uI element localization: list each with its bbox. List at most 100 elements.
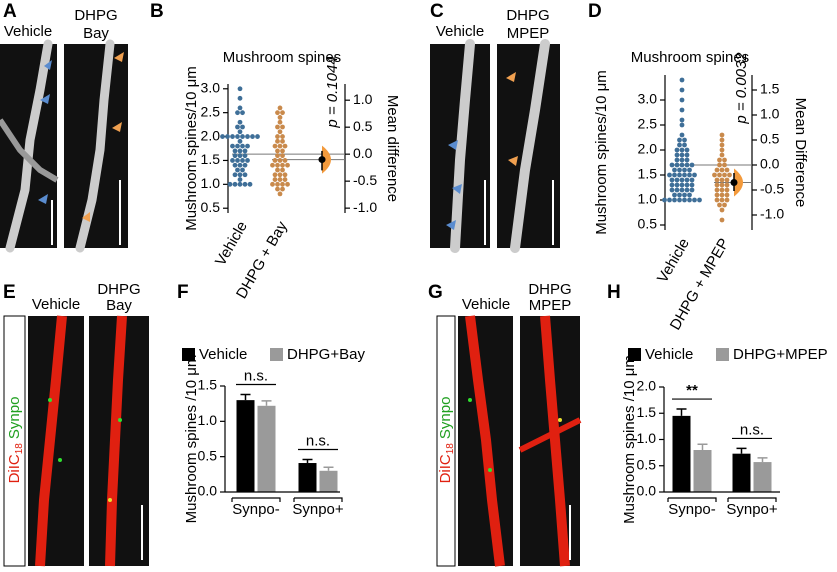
data-point (674, 177, 680, 183)
data-point (277, 177, 283, 182)
category-bracket (667, 497, 717, 502)
data-point (282, 143, 288, 149)
data-point (275, 138, 280, 144)
legend-label: Vehicle (199, 346, 247, 363)
stain-label: DiIC18 Synpo (6, 397, 25, 484)
panel-letter: F (177, 282, 189, 303)
data-point (724, 197, 730, 203)
category-bracket (231, 497, 281, 502)
data-point (684, 187, 690, 193)
data-point (242, 153, 248, 159)
data-point (674, 182, 680, 188)
panel-letter: G (428, 282, 443, 303)
data-point (272, 172, 278, 178)
data-point (719, 197, 725, 203)
data-point (722, 202, 727, 208)
y-tick-label: 2.0 (638, 141, 658, 157)
data-point (235, 124, 240, 130)
y2-tick-label: 1.0 (760, 106, 780, 122)
data-point (679, 117, 685, 123)
data-point (684, 157, 690, 163)
data-point (684, 152, 690, 158)
data-point (275, 124, 280, 130)
image-label: Bay (83, 25, 109, 42)
y-tick-label: 3.0 (201, 79, 221, 95)
data-point (714, 177, 720, 183)
data-point (280, 181, 285, 187)
data-point (727, 172, 732, 178)
data-point (689, 187, 695, 193)
bar (732, 453, 751, 492)
micrograph-g (436, 315, 582, 567)
data-point (237, 181, 243, 187)
data-point (237, 86, 243, 92)
data-point (722, 162, 727, 168)
data-point (684, 182, 690, 188)
data-point (280, 162, 285, 168)
data-point (275, 110, 280, 116)
y2-tick-label: 0.0 (353, 145, 373, 161)
y-tick-label: 1.0 (201, 175, 221, 191)
mean-difference (318, 156, 326, 164)
data-point (277, 115, 283, 120)
stain-subscript: 18 (14, 443, 25, 455)
data-point (240, 110, 245, 116)
data-point (280, 186, 285, 192)
legend-label: Vehicle (645, 346, 693, 363)
data-point (232, 148, 238, 154)
data-point (240, 167, 245, 173)
data-point (724, 187, 730, 193)
data-point (682, 172, 687, 178)
data-point (717, 157, 722, 163)
image-label: DHPG (528, 281, 571, 298)
data-point (277, 191, 283, 197)
data-point (679, 132, 685, 138)
data-point (719, 177, 725, 183)
data-point (722, 172, 727, 178)
y-axis-label: Mushroom spines/10 μm (593, 70, 610, 235)
data-point (684, 162, 690, 168)
data-point (669, 182, 675, 188)
bootstrap-distribution (734, 168, 743, 197)
y2-axis-label: Mean difference (384, 95, 401, 202)
significance-label: ** (686, 382, 698, 399)
data-point (280, 134, 285, 139)
data-point (719, 142, 725, 148)
data-point (714, 167, 720, 173)
data-point (712, 172, 717, 178)
data-point (674, 147, 680, 153)
data-point (684, 177, 690, 183)
y2-tick-label: 1.0 (353, 91, 373, 107)
y2-tick-label: -1.0 (353, 199, 377, 215)
data-point (719, 152, 725, 158)
y-axis-label: Mushroom spines/10 μm (183, 66, 200, 231)
data-point (225, 134, 230, 139)
data-point (280, 110, 285, 116)
data-point (722, 157, 727, 163)
data-point (277, 129, 283, 135)
data-point (719, 137, 725, 143)
significance-label: n.s. (740, 421, 764, 438)
data-point (679, 157, 685, 163)
image-label: MPEP (529, 297, 572, 314)
data-point (275, 153, 280, 159)
bar (753, 462, 772, 492)
data-point (232, 172, 238, 178)
data-point (719, 147, 725, 153)
data-point (677, 142, 682, 148)
data-point (242, 172, 248, 178)
y-tick-label: 3.0 (638, 91, 658, 107)
data-point (679, 182, 685, 188)
y-tick-label: 2.5 (201, 103, 221, 119)
legend-swatch (628, 348, 641, 361)
panel-letter: H (607, 282, 621, 303)
data-point (285, 162, 290, 168)
data-point (714, 192, 720, 198)
data-point (245, 158, 250, 163)
data-point (220, 134, 225, 139)
data-point (677, 172, 682, 178)
image-label: DHPG (74, 7, 117, 24)
data-point (692, 172, 697, 178)
data-point (230, 158, 235, 163)
y-tick-label: 1.0 (638, 191, 658, 207)
